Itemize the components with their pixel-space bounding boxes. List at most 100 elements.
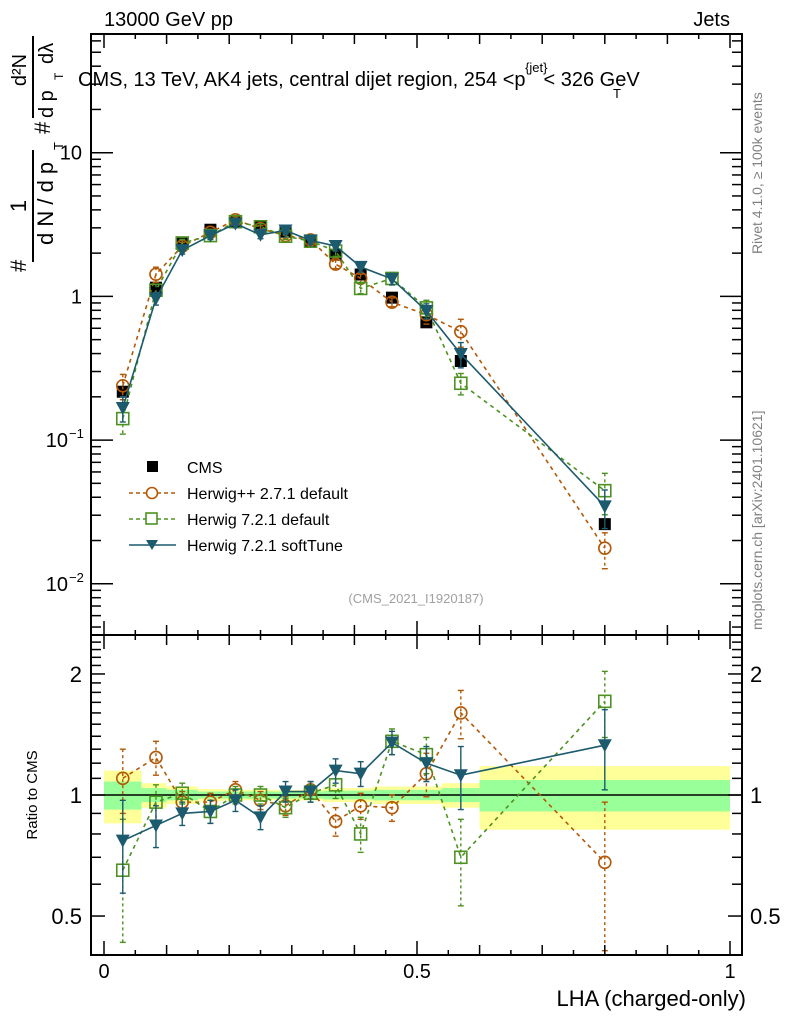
ratio-point bbox=[228, 794, 243, 808]
y-label-dlambda: dλ bbox=[36, 43, 58, 64]
data-point bbox=[385, 295, 399, 309]
x-axis-label: LHA (charged-only) bbox=[556, 986, 746, 1011]
ratio-series-3 bbox=[115, 708, 612, 894]
legend-label: Herwig++ 2.7.1 default bbox=[187, 486, 349, 503]
data-point bbox=[115, 402, 130, 416]
ratio-point bbox=[384, 736, 399, 750]
chart-title: CMS, 13 TeV, AK4 jets, central dijet reg… bbox=[78, 60, 640, 91]
header-right: Jets bbox=[693, 9, 730, 31]
legend-marker bbox=[145, 512, 158, 525]
ratio-point bbox=[328, 764, 343, 778]
y-label-den2: d p bbox=[36, 90, 58, 118]
y-label-sub2: T bbox=[52, 72, 66, 80]
data-point bbox=[203, 229, 218, 243]
data-point bbox=[597, 500, 612, 514]
legend-label: Herwig 7.2.1 softTune bbox=[187, 538, 343, 555]
data-point bbox=[175, 244, 190, 258]
title-main: CMS, 13 TeV, AK4 jets, central dijet reg… bbox=[78, 69, 526, 91]
data-point bbox=[303, 234, 318, 248]
x-tick-label: 1 bbox=[724, 961, 735, 983]
y-label-sub1: T bbox=[51, 142, 66, 150]
ratio-y-tick-label-right: 0.5 bbox=[750, 904, 781, 929]
ratio-point bbox=[328, 814, 343, 829]
title-rest: < 326 GeV bbox=[543, 69, 640, 91]
data-point bbox=[278, 224, 293, 238]
legend-label: Herwig 7.2.1 default bbox=[187, 512, 330, 529]
ratio-point bbox=[353, 767, 368, 781]
title-subscript: T bbox=[613, 86, 621, 101]
data-point bbox=[148, 292, 163, 306]
data-point bbox=[353, 281, 368, 296]
ratio-line bbox=[122, 741, 605, 842]
y-tick-exponent: −2 bbox=[69, 570, 84, 585]
y-tick-label: 10 bbox=[46, 574, 68, 596]
y-tick-label: 1 bbox=[71, 286, 82, 308]
y-tick-label: 10 bbox=[46, 430, 68, 452]
ratio-y-tick-label-right: 1 bbox=[750, 783, 762, 808]
x-tick-label: 0 bbox=[98, 961, 109, 983]
ratio-point bbox=[203, 805, 218, 819]
ratio-line bbox=[122, 711, 606, 863]
ratio-y-tick-label-left: 2 bbox=[70, 662, 82, 687]
x-tick-label: 0.5 bbox=[403, 961, 431, 983]
legend-label: CMS bbox=[187, 460, 223, 477]
data-point bbox=[454, 376, 468, 391]
main-y-label: # 1 d N / d p T # d²N d p T dλ bbox=[6, 36, 66, 272]
ratio-y-tick-label-right: 2 bbox=[750, 662, 762, 687]
ratio-point bbox=[278, 785, 293, 799]
data-point bbox=[228, 217, 243, 231]
ratio-y-tick-label-left: 0.5 bbox=[51, 904, 82, 929]
data-point bbox=[384, 272, 399, 286]
data-point bbox=[149, 267, 163, 282]
data-point bbox=[328, 257, 343, 271]
legend-marker bbox=[146, 540, 158, 550]
ratio-point bbox=[149, 750, 163, 765]
ratio-point bbox=[253, 788, 268, 802]
y-tick-label: 10 bbox=[60, 143, 82, 165]
data-point bbox=[253, 228, 268, 242]
y-tick-exponent: −1 bbox=[69, 426, 84, 441]
data-point bbox=[453, 347, 468, 361]
ratio-point bbox=[115, 771, 130, 786]
legend-item: Herwig 7.2.1 softTune bbox=[129, 538, 343, 555]
ratio-point bbox=[303, 785, 318, 799]
data-point bbox=[597, 541, 612, 556]
ratio-point bbox=[385, 800, 399, 815]
ratio-series-layer bbox=[115, 670, 612, 952]
data-point bbox=[454, 324, 468, 339]
legend-marker bbox=[145, 486, 159, 500]
y-label-den1: d N / d p bbox=[33, 162, 58, 245]
legend: CMS Herwig++ 2.7.1 default Herwig 7.2.1 de… bbox=[129, 460, 349, 555]
ratio-point bbox=[175, 786, 190, 801]
ratio-point bbox=[419, 757, 434, 771]
ratio-point bbox=[454, 850, 468, 865]
series-3 bbox=[115, 217, 612, 530]
ratio-point bbox=[454, 706, 468, 720]
ratio-point bbox=[353, 799, 368, 813]
rivet-label: Rivet 4.1.0, ≥ 100k events bbox=[749, 92, 765, 254]
y-label-hash2: # bbox=[30, 121, 55, 134]
ratio-point bbox=[148, 819, 163, 833]
analysis-id: (CMS_2021_I1920187) bbox=[348, 591, 483, 606]
ratio-y-tick-label-left: 1 bbox=[70, 783, 82, 808]
ratio-point bbox=[453, 769, 468, 783]
legend-marker bbox=[147, 461, 158, 472]
data-point bbox=[419, 304, 434, 318]
data-point bbox=[328, 239, 343, 253]
ratio-point bbox=[115, 834, 130, 848]
data-point bbox=[353, 260, 368, 274]
ratio-point bbox=[597, 739, 612, 753]
legend-item: Herwig 7.2.1 default bbox=[129, 512, 330, 529]
header-left: 13000 GeV pp bbox=[104, 9, 233, 31]
ratio-point bbox=[597, 694, 612, 709]
ratio-point bbox=[597, 855, 612, 870]
ratio-point bbox=[253, 811, 268, 825]
legend-item: Herwig++ 2.7.1 default bbox=[129, 486, 349, 503]
ratio-y-label: Ratio to CMS bbox=[24, 750, 41, 839]
y-label-hash1: # bbox=[6, 259, 31, 272]
y-label-num2: d²N bbox=[9, 54, 31, 86]
legend-item: CMS bbox=[147, 460, 223, 477]
series-layer bbox=[115, 213, 612, 570]
